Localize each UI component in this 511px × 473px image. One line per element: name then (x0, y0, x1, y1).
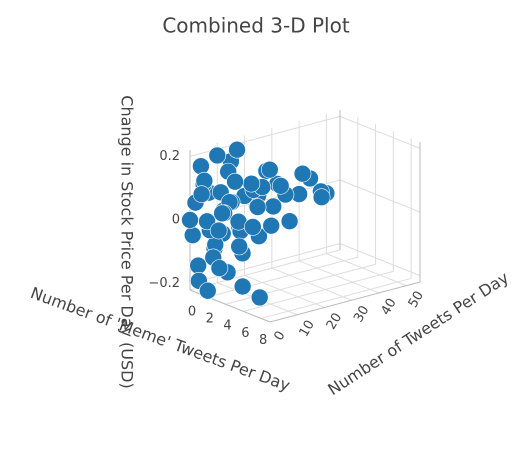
point (242, 174, 261, 193)
point (226, 172, 244, 191)
point (262, 216, 281, 235)
x-grid-line (189, 249, 341, 291)
y-grid-line (326, 253, 407, 287)
x-tick-label: 8 (259, 333, 267, 348)
point (198, 281, 217, 300)
x-tick-label: 4 (223, 319, 231, 334)
point (213, 204, 231, 223)
point (192, 185, 211, 203)
chart-title: Combined 3-D Plot (162, 14, 350, 38)
z-axis-title: Change in Stock Price Per Day (USD) (118, 95, 137, 388)
point (250, 288, 269, 307)
x-tick-label: 2 (206, 312, 214, 327)
point (280, 212, 299, 231)
y-tick-label: 30 (351, 303, 372, 325)
point (260, 160, 279, 179)
y-tick-label: 50 (406, 289, 427, 311)
point (192, 157, 210, 175)
point (248, 198, 267, 216)
z-tick-label: 0.2 (159, 149, 180, 164)
z-grid-line (189, 243, 341, 285)
y-tick-label: 0 (271, 329, 288, 344)
axis-edge (269, 281, 421, 323)
z-grid-line (339, 115, 421, 149)
point (189, 256, 207, 275)
point (271, 177, 290, 195)
x-grid-line (243, 270, 394, 312)
point (210, 259, 229, 277)
x-grid-line (225, 263, 376, 305)
point (198, 212, 216, 231)
point (244, 218, 262, 236)
point (208, 146, 227, 165)
point (183, 226, 202, 244)
z-tick-label: 0 (172, 213, 180, 228)
y-grid-line (271, 267, 353, 301)
point (181, 211, 199, 229)
z-grid-line (339, 179, 421, 213)
y-grid-line (244, 274, 325, 308)
point (293, 164, 312, 183)
x-grid-line (260, 277, 412, 319)
point (209, 221, 228, 240)
y-tick-label: 10 (297, 318, 318, 340)
y-tick-label: 40 (378, 296, 399, 318)
point (233, 277, 252, 296)
point (312, 188, 331, 206)
y-tick-label: 20 (324, 311, 345, 333)
z-tick-label: −0.2 (148, 276, 180, 291)
y-axis-title: Number of Tweets Per Day (324, 268, 511, 399)
point (264, 197, 283, 216)
z-grid-line (339, 243, 421, 277)
point (230, 237, 248, 256)
x-tick-label: 6 (241, 326, 249, 341)
x-tick-label: 0 (188, 305, 196, 320)
x-grid-line (207, 256, 358, 298)
y-grid-line (298, 260, 380, 294)
point (228, 140, 246, 159)
